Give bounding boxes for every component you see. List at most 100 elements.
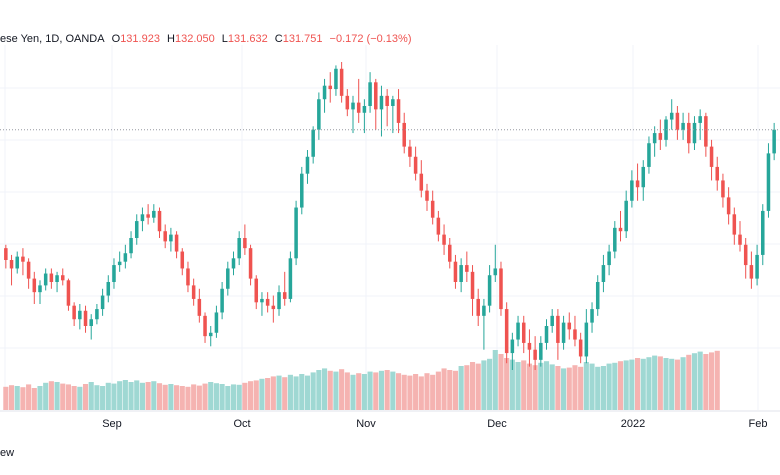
candle-body: [38, 285, 42, 293]
candle-body: [322, 85, 327, 100]
candle-body: [709, 146, 714, 167]
candle: [317, 92, 321, 140]
candle-body: [362, 106, 367, 113]
candle-body: [430, 200, 435, 218]
candle: [613, 221, 617, 259]
volume-bar: [48, 381, 54, 410]
volume-bar: [629, 359, 635, 410]
candle-body: [408, 146, 412, 157]
volume-bar: [94, 385, 100, 410]
candle-body: [499, 268, 503, 310]
candle: [169, 227, 173, 252]
candle-body: [465, 265, 469, 272]
candle: [140, 207, 145, 232]
volume-bar: [361, 374, 367, 410]
candle: [265, 292, 270, 313]
volume-bar: [469, 362, 476, 410]
volume-bar: [316, 370, 322, 410]
candle-body: [180, 251, 185, 269]
candle-body: [425, 190, 429, 201]
close-value: 131.751: [282, 33, 323, 45]
candle: [436, 210, 441, 242]
candle-body: [442, 234, 446, 245]
candle: [152, 204, 156, 223]
candle: [231, 251, 236, 276]
volume-bar: [407, 375, 413, 410]
volume-bar: [413, 374, 419, 410]
candle-body: [675, 112, 680, 130]
candle: [743, 238, 748, 279]
candle-body: [123, 253, 128, 262]
candle-body: [493, 268, 498, 276]
candle-body: [510, 339, 515, 354]
volume-bar: [378, 370, 385, 410]
candle-body: [15, 256, 19, 269]
volume-bar: [367, 371, 373, 410]
candle-body: [556, 315, 560, 343]
candle: [49, 268, 54, 289]
candle: [482, 298, 486, 350]
candle-body: [590, 309, 594, 323]
volume-bar: [145, 382, 151, 410]
volume-bar: [708, 352, 715, 410]
volume-bars: [3, 350, 720, 410]
candle: [658, 119, 663, 150]
volume-bar: [669, 358, 675, 410]
volume-bar: [686, 354, 692, 410]
volume-bar: [253, 380, 259, 410]
candle: [89, 314, 93, 340]
candle: [516, 315, 520, 347]
candle-body: [305, 156, 310, 174]
candle: [618, 210, 623, 242]
candle-body: [271, 305, 276, 310]
volume-bar: [304, 375, 311, 410]
candle-body: [351, 102, 355, 110]
candle: [208, 326, 213, 347]
candle-body: [277, 292, 281, 310]
volume-bar: [191, 384, 197, 410]
candle: [408, 139, 412, 167]
candle: [55, 271, 59, 293]
candle: [521, 315, 526, 354]
candle-body: [567, 322, 572, 330]
volume-bar: [174, 385, 180, 410]
x-tick-label: Sep: [102, 418, 122, 430]
volume-bar: [526, 363, 532, 410]
x-tick-label: Dec: [487, 418, 507, 430]
candle-body: [248, 248, 253, 279]
candle-body: [21, 256, 25, 262]
volume-bar: [561, 368, 567, 410]
candle: [413, 146, 418, 181]
volume-bar: [65, 384, 72, 410]
brand-fragment: ew: [0, 447, 15, 459]
volume-bar: [714, 350, 720, 410]
candle-body: [374, 82, 378, 110]
volume-bar: [623, 360, 629, 410]
candle: [607, 244, 611, 276]
candle: [493, 244, 498, 282]
candle: [78, 304, 82, 330]
candle: [368, 72, 372, 113]
volume-bar: [566, 367, 572, 410]
candle-body: [396, 99, 401, 123]
candle-body: [533, 349, 537, 360]
volume-bar: [703, 354, 709, 410]
candle: [277, 285, 281, 316]
volume-bar: [578, 366, 584, 410]
candle: [26, 258, 31, 289]
candle: [112, 258, 116, 289]
candle: [220, 282, 224, 320]
candle-body: [43, 273, 48, 286]
candle-body: [197, 298, 202, 316]
candle: [487, 265, 492, 313]
volume-bar: [293, 376, 299, 410]
high-value: 132.050: [174, 33, 215, 45]
volume-bar: [122, 380, 128, 410]
change-value: −0.172 (−0.13%): [329, 33, 412, 45]
candle: [721, 173, 725, 208]
volume-bar: [213, 383, 219, 410]
candle: [248, 244, 253, 286]
candle: [226, 261, 230, 296]
